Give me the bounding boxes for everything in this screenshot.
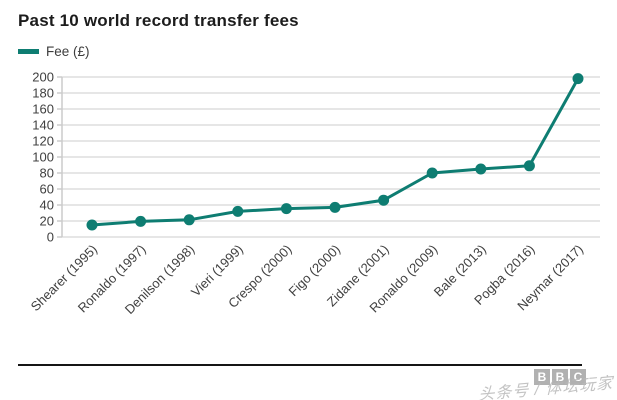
y-tick-label: 160 (32, 102, 54, 117)
legend-label-fee: Fee (£) (46, 44, 90, 59)
footer-divider (18, 364, 582, 366)
y-tick-label: 100 (32, 150, 54, 165)
y-tick-label: 80 (40, 166, 54, 181)
data-point (572, 73, 584, 85)
data-point (426, 167, 438, 179)
data-point (135, 215, 147, 227)
legend-swatch-fee (18, 49, 39, 54)
data-point (523, 160, 535, 172)
y-tick-label: 40 (40, 198, 54, 213)
y-tick-label: 120 (32, 134, 54, 149)
bbc-logo-block-b1: B (534, 369, 550, 385)
y-tick-label: 0 (47, 230, 54, 245)
y-tick-label: 60 (40, 182, 54, 197)
y-tick-label: 140 (32, 118, 54, 133)
y-tick-label: 200 (32, 70, 54, 85)
y-tick-label: 180 (32, 86, 54, 101)
bbc-logo: B B C (534, 369, 586, 385)
bbc-logo-block-b2: B (552, 369, 568, 385)
data-point (280, 203, 292, 215)
data-point (378, 194, 390, 206)
data-point (329, 201, 341, 213)
data-point (232, 205, 244, 217)
y-tick-label: 20 (40, 214, 54, 229)
data-point (86, 219, 98, 231)
chart-title: Past 10 world record transfer fees (18, 11, 299, 30)
data-point (475, 163, 487, 175)
bbc-logo-block-c: C (570, 369, 586, 385)
data-point (183, 214, 195, 226)
legend: Fee (£) (18, 44, 90, 59)
